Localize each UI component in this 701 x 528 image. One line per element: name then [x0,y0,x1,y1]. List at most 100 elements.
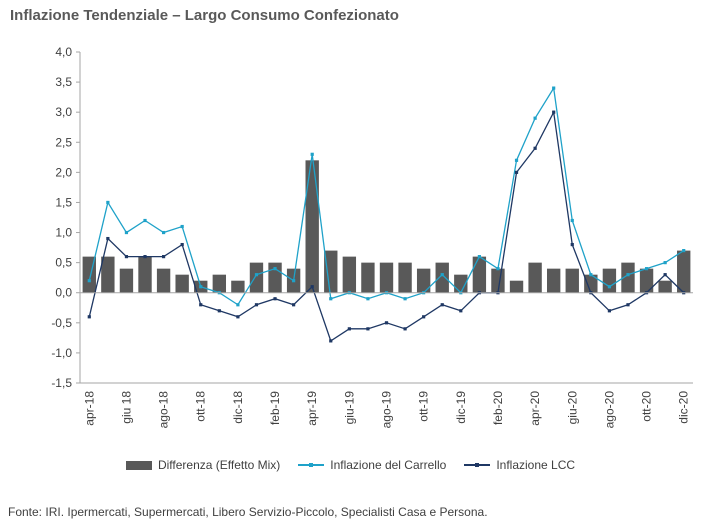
legend-label: Differenza (Effetto Mix) [157,458,281,472]
bar [621,262,635,293]
y-tick-label: 0,5 [55,256,72,270]
series-point [87,315,91,319]
inflation-chart: 4,03,53,02,52,01,51,00,50,0-0,5-1,0-1,5 … [51,45,693,429]
series-point [124,230,129,235]
bar [584,274,598,293]
legend-item-carrello: Inflazione del Carrello [298,458,446,472]
line-series [87,86,686,343]
bar [454,274,468,293]
y-tick-label: -1,5 [51,376,72,390]
x-tick-label: giu-20 [565,391,579,425]
bar [249,262,264,293]
bar [231,280,245,293]
legend-label: Inflazione del Carrello [330,458,447,472]
bar [472,256,487,293]
legend-item-lcc: Inflazione LCC [464,458,575,472]
y-tick-label: 3,5 [55,75,72,89]
series-point [496,267,500,271]
series-point [644,267,649,271]
bar [119,268,134,293]
bar [546,268,561,293]
legend-swatch-bar [125,460,152,470]
bar [379,262,394,293]
series-point [329,339,333,343]
bar [156,268,171,293]
series-point [329,297,333,301]
series-point [459,309,463,313]
bar [175,274,189,293]
series-point [570,218,574,223]
series-point [254,273,259,277]
series-point [366,327,370,331]
series-point [366,297,370,301]
series-point [199,285,203,289]
series-point [161,230,166,235]
bar [658,280,672,293]
series-point [440,303,444,307]
legend: Differenza (Effetto Mix) Inflazione del … [0,458,701,472]
series-point [310,285,314,289]
x-tick-label: feb-19 [268,391,282,425]
x-tick-label: apr-18 [82,391,96,426]
series-point [384,321,389,325]
series-point [143,218,147,223]
series-point [533,116,537,120]
y-tick-label: 0,0 [55,286,72,300]
legend-item-differenza: Differenza (Effetto Mix) [125,458,281,472]
legend-swatch-line [464,463,491,467]
bar-series [82,160,691,293]
series-point [607,309,612,313]
series-point [552,110,556,114]
bar [565,268,579,293]
x-tick-label: feb-20 [491,391,505,425]
legend-swatch-line [298,463,325,467]
y-tick-label: 1,0 [55,226,72,240]
series-point [477,255,481,259]
series-point [514,170,519,174]
series-point [533,146,537,150]
series-point [143,255,147,259]
y-tick-label: -1,0 [51,346,72,360]
series-point [403,297,407,301]
x-tick-label: ago-20 [602,391,616,429]
y-axis: 4,0 3,5 3,0 2,5 2,0 1,5 1,0 0,5 0,0 -0,5 -1,0 -1,5 [51,45,81,390]
x-tick-label: apr-20 [528,391,542,426]
series-point [626,273,630,277]
bar [677,250,691,293]
bar [398,262,412,293]
x-tick-label: ott-20 [640,391,654,422]
bar [416,268,431,293]
series-point [607,285,612,289]
x-tick-label: dic-19 [454,391,468,424]
x-tick-label: ott-18 [194,391,208,422]
series-point [87,279,91,283]
legend-label: Inflazione LCC [496,458,576,472]
series-point [106,200,110,205]
series-point [236,315,240,319]
series-point [180,224,184,229]
y-tick-label: 2,0 [55,165,72,179]
series-point [292,303,296,307]
series-point [552,86,556,90]
series-point [682,249,686,253]
series-point [180,242,184,247]
y-tick-label: 3,0 [55,105,72,119]
chart-title: Inflazione Tendenziale – Largo Consumo C… [10,7,399,24]
series-point [440,273,444,277]
x-axis: apr-18 giu 18 ago-18 ott-18 dic-18 feb-19 apr-… [80,292,693,429]
x-tick-label: dic-20 [677,391,691,424]
series-point [254,303,259,307]
bar [602,268,617,293]
bar [528,262,542,293]
series-point [422,315,426,319]
x-tick-label: ago-19 [380,391,394,429]
bar [138,256,152,293]
y-tick-label: 2,5 [55,135,72,149]
series-point [236,303,240,307]
series-point [161,255,166,259]
series-point [403,327,407,331]
bar [342,256,357,293]
y-tick-label: 1,5 [55,195,72,209]
x-tick-label: apr-19 [305,391,319,426]
series-point [199,303,203,307]
